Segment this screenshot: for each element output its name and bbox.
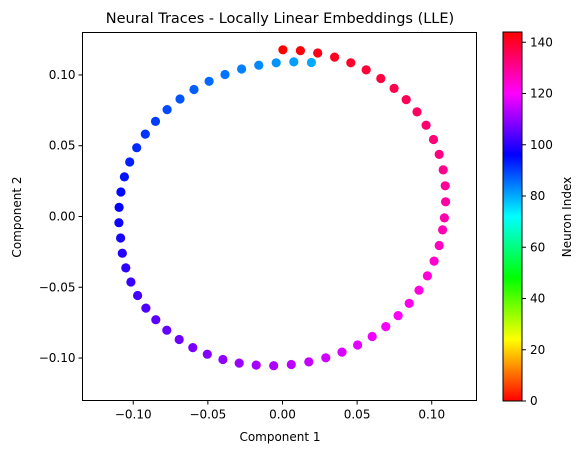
colorbar-tick-label: 80 xyxy=(530,189,545,203)
colorbar-tick-label: 120 xyxy=(530,87,553,101)
scatter-point xyxy=(346,58,356,68)
scatter-point xyxy=(295,46,305,56)
colorbar-tick-label: 40 xyxy=(530,292,545,306)
scatter-point xyxy=(218,354,228,365)
plot-frame xyxy=(82,32,477,401)
scatter-point xyxy=(434,149,444,159)
scatter-point xyxy=(421,120,431,130)
x-tick-label: 0.00 xyxy=(269,408,296,422)
scatter-point xyxy=(289,57,299,67)
scatter-point xyxy=(429,256,439,266)
scatter-point xyxy=(116,233,126,243)
scatter-point xyxy=(441,197,451,207)
colorbar-label: Neuron Index xyxy=(560,177,574,257)
scatter-point xyxy=(337,347,347,357)
points-layer xyxy=(114,45,451,371)
scatter-point xyxy=(189,84,199,95)
scatter-point xyxy=(162,105,172,115)
scatter-point xyxy=(412,107,422,117)
scatter-point xyxy=(434,240,444,251)
scatter-point xyxy=(132,143,142,153)
y-tick-label: 0.10 xyxy=(49,68,76,82)
x-tick-label: 0.05 xyxy=(344,408,371,422)
scatter-point xyxy=(428,134,439,145)
colorbar-tick-label: 20 xyxy=(530,343,545,357)
scatter-point xyxy=(414,285,424,295)
scatter-point xyxy=(251,360,261,370)
colorbar-gradient xyxy=(502,31,523,402)
scatter-point xyxy=(119,172,129,182)
colorbar-tick-label: 60 xyxy=(530,240,545,254)
scatter-point xyxy=(376,73,386,84)
colorbar-tick-label: 140 xyxy=(530,35,553,49)
chart-title: Neural Traces - Locally Linear Embedding… xyxy=(106,11,454,27)
scatter-point xyxy=(237,64,247,74)
scatter-point xyxy=(367,331,377,342)
scatter-point xyxy=(162,325,172,335)
scatter-point xyxy=(125,157,135,167)
scatter-point xyxy=(175,94,185,104)
scatter-point xyxy=(381,322,391,332)
scatter-point xyxy=(269,361,279,371)
y-tick-label: −0.05 xyxy=(39,280,76,294)
scatter-point xyxy=(202,349,212,359)
scatter-point xyxy=(141,303,151,313)
plot-area: −0.10 −0.05 0.00 0.05 0.10 −0.10 −0.05 0.00 0.0… xyxy=(39,32,477,422)
scatter-point xyxy=(254,60,264,70)
scatter-point xyxy=(114,218,124,228)
scatter-point xyxy=(121,263,131,273)
scatter-point xyxy=(313,48,323,58)
scatter-point xyxy=(140,129,150,139)
colorbar-tick-label: 100 xyxy=(530,138,553,152)
x-tick-label: −0.10 xyxy=(115,408,152,422)
scatter-point xyxy=(286,359,296,370)
scatter-point xyxy=(151,315,161,325)
scatter-point xyxy=(361,65,371,75)
scatter-point xyxy=(150,116,161,126)
scatter-point xyxy=(188,343,198,353)
colorbar: 0 20 40 60 80 100 120 140 Neuron Index xyxy=(502,31,574,408)
colorbar-ticks: 0 20 40 60 80 100 120 140 xyxy=(522,35,553,408)
scatter-point xyxy=(438,165,448,175)
scatter-point xyxy=(401,95,411,105)
scatter-point xyxy=(404,298,414,308)
scatter-point xyxy=(271,58,281,68)
scatter-point xyxy=(114,202,124,212)
scatter-point xyxy=(204,76,214,86)
x-axis-title: Component 1 xyxy=(239,430,320,444)
scatter-point xyxy=(440,181,450,191)
x-tick-label: 0.10 xyxy=(418,408,445,422)
scatter-point xyxy=(304,357,314,367)
scatter-point xyxy=(278,45,288,55)
scatter-point xyxy=(234,358,244,368)
scatter-point xyxy=(321,353,331,363)
scatter-point xyxy=(389,83,399,93)
scatter-point xyxy=(133,290,143,301)
scatter-point xyxy=(422,271,432,281)
y-tick-label: −0.10 xyxy=(39,351,76,365)
scatter-point xyxy=(174,334,184,345)
x-tick-label: −0.05 xyxy=(189,408,226,422)
scatter-point xyxy=(393,311,403,321)
scatter-point xyxy=(126,277,136,287)
scatter-point xyxy=(220,69,230,80)
y-tick-label: 0.05 xyxy=(49,139,76,153)
scatter-point xyxy=(353,340,363,350)
scatter-point xyxy=(330,52,340,62)
scatter-point xyxy=(116,187,126,197)
colorbar-tick-label: 0 xyxy=(530,394,538,408)
scatter-point xyxy=(117,248,127,258)
scatter-point xyxy=(438,225,448,235)
scatter-point xyxy=(439,213,449,223)
y-axis-ticks: −0.10 −0.05 0.00 0.05 0.10 xyxy=(39,68,83,365)
y-axis-title: Component 2 xyxy=(10,176,24,257)
scatter-point xyxy=(306,57,316,68)
y-tick-label: 0.00 xyxy=(49,210,76,224)
x-axis-ticks: −0.10 −0.05 0.00 0.05 0.10 xyxy=(115,400,445,422)
